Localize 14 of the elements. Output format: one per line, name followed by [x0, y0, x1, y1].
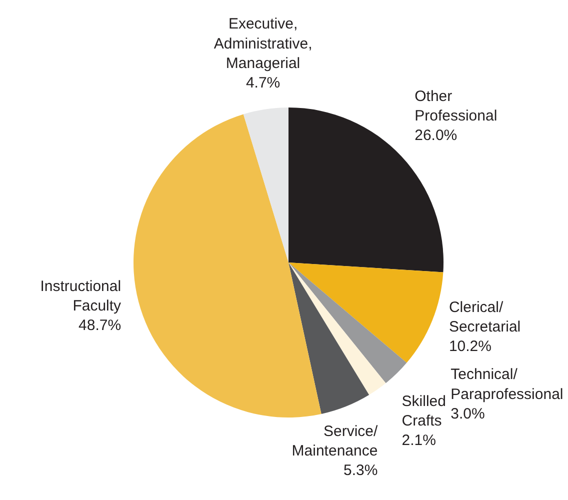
data-label: 3.0% — [450, 405, 485, 422]
slice-label: Service/Maintenance — [292, 423, 379, 460]
data-label: 26.0% — [414, 127, 458, 144]
data-label: 48.7% — [78, 317, 122, 334]
slice-label: Skilled Crafts — [402, 393, 446, 430]
data-label: 4.7% — [246, 74, 280, 92]
slice-label: Clerical/Secretarial — [448, 299, 521, 336]
slice-label: Other Professional — [414, 88, 498, 125]
slice-label: Technical/Paraprofessional — [450, 366, 564, 403]
slice-label: Executive, Administrative, Managerial — [214, 16, 312, 72]
data-label: 5.3% — [344, 462, 378, 480]
data-label: 10.2% — [448, 338, 492, 356]
data-label: 2.1% — [402, 432, 436, 450]
slice-label: Instructional Faculty — [40, 278, 122, 315]
